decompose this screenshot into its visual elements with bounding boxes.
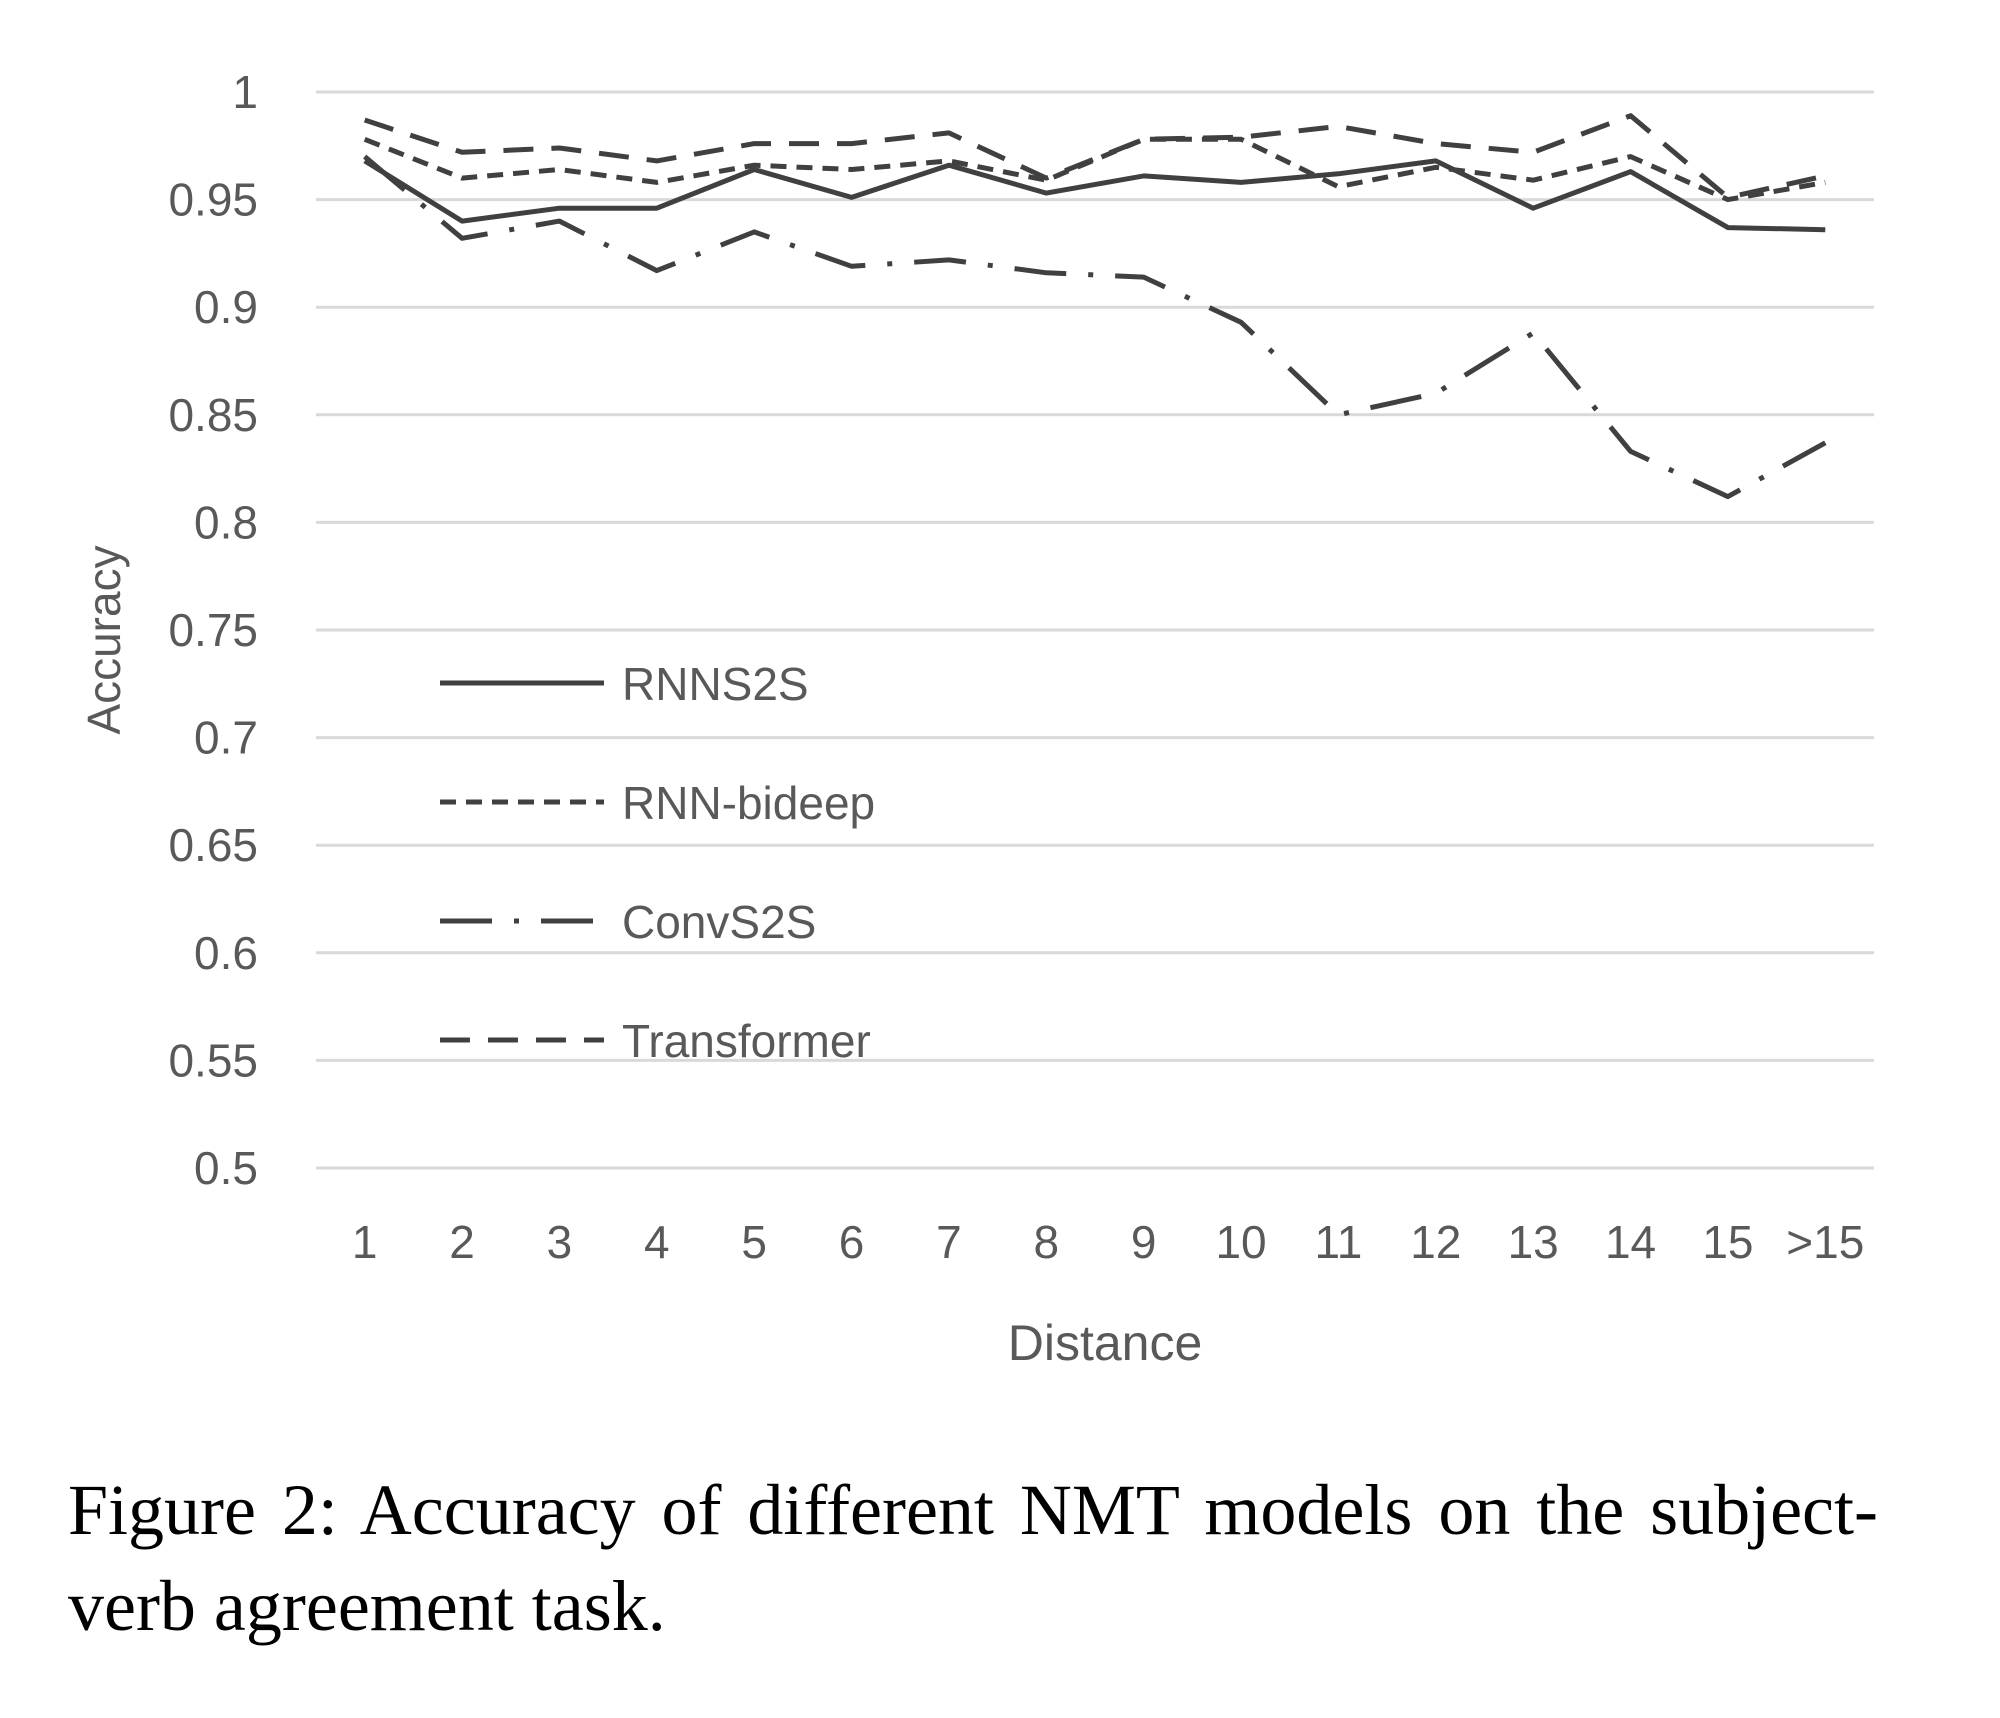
- x-axis-ticks: 1 2 3 4 5 6 7 8 9 10 11 12 13 14 15 >15: [352, 1216, 1864, 1268]
- series-line-transformer: [363, 113, 1826, 200]
- x-tick-label: 3: [547, 1216, 573, 1268]
- y-tick-label: 0.8: [194, 496, 258, 548]
- y-tick-label: 0.6: [194, 927, 258, 979]
- x-tick-label: 5: [741, 1216, 767, 1268]
- x-tick-label: 12: [1410, 1216, 1461, 1268]
- x-tick-label: 9: [1131, 1216, 1157, 1268]
- y-tick-label: 0.95: [168, 174, 258, 226]
- y-tick-label: 0.75: [168, 604, 258, 656]
- y-tick-label: 0.55: [168, 1034, 258, 1086]
- y-tick-label: 0.5: [194, 1142, 258, 1194]
- x-tick-label: 1: [352, 1216, 378, 1268]
- series-line-rnn-bideep: [363, 136, 1826, 203]
- legend-label: RNNS2S: [622, 658, 809, 710]
- x-tick-label: 10: [1215, 1216, 1266, 1268]
- gridlines: [316, 90, 1874, 1170]
- y-tick-label: 0.7: [194, 712, 258, 764]
- x-axis-title: Distance: [1008, 1315, 1203, 1371]
- x-tick-label: 2: [449, 1216, 475, 1268]
- x-tick-label: 4: [644, 1216, 670, 1268]
- x-tick-label: 8: [1034, 1216, 1060, 1268]
- series-line-rnns2s: [363, 158, 1826, 233]
- x-tick-label: 6: [839, 1216, 865, 1268]
- series-lines: [363, 113, 1827, 500]
- x-tick-label: 11: [1315, 1216, 1363, 1268]
- x-tick-label: 13: [1508, 1216, 1559, 1268]
- y-tick-label: 1: [232, 66, 258, 118]
- y-axis-title: Accuracy: [78, 545, 130, 734]
- legend-label: ConvS2S: [622, 896, 816, 948]
- x-tick-label: >15: [1786, 1216, 1864, 1268]
- x-tick-label: 14: [1605, 1216, 1656, 1268]
- y-tick-label: 0.65: [168, 819, 258, 871]
- legend-label: Transformer: [622, 1015, 871, 1067]
- legend: RNNS2S RNN-bideep ConvS2S Transformer: [440, 658, 875, 1067]
- x-tick-label: 15: [1702, 1216, 1753, 1268]
- y-tick-label: 0.85: [168, 389, 258, 441]
- series-line-convs2s: [363, 154, 1827, 500]
- x-tick-label: 7: [936, 1216, 962, 1268]
- y-tick-label: 0.9: [194, 281, 258, 333]
- legend-label: RNN-bideep: [622, 777, 875, 829]
- figure-caption: Figure 2: Accuracy of different NMT mode…: [68, 1470, 1878, 1646]
- y-axis-ticks: 1 0.95 0.9 0.85 0.8 0.75 0.7 0.65 0.6 0.55 0.5: [168, 66, 258, 1194]
